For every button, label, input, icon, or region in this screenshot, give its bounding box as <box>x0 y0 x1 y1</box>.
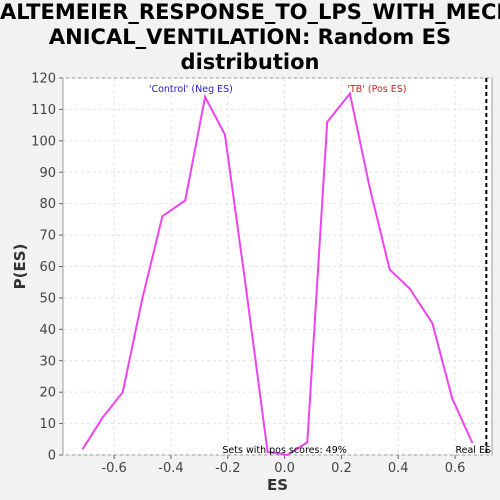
data-point <box>223 133 226 136</box>
real-es-label: Real ES <box>455 445 491 456</box>
data-point <box>266 450 269 453</box>
annotation-tb: 'TB' (Pos ES) <box>347 84 406 95</box>
x-tick-label: -0.4 <box>158 461 183 476</box>
data-point <box>306 441 309 444</box>
y-tick-label: 100 <box>31 134 56 149</box>
y-tick-label: 40 <box>39 323 56 338</box>
data-point <box>431 322 434 325</box>
plot-area <box>62 77 493 456</box>
y-tick-label: 90 <box>39 166 56 181</box>
data-point <box>451 397 454 400</box>
data-point <box>471 441 474 444</box>
x-tick-label: 0.4 <box>388 461 409 476</box>
data-point <box>408 287 411 290</box>
data-point <box>161 215 164 218</box>
y-tick-label: 30 <box>39 354 56 369</box>
data-point <box>204 95 207 98</box>
chart-title: ALTEMEIER_RESPONSE_TO_LPS_WITH_MECH ANIC… <box>0 0 500 74</box>
data-point <box>243 278 246 281</box>
y-axis-title: P(ES) <box>11 244 29 290</box>
data-point <box>388 268 391 271</box>
y-tick-label: 80 <box>39 197 56 212</box>
data-point <box>184 199 187 202</box>
grid <box>63 77 492 456</box>
y-tick-label: 70 <box>39 229 56 244</box>
series-line <box>82 91 474 457</box>
data-point <box>368 186 371 189</box>
x-tick-label: -0.6 <box>101 461 126 476</box>
y-tick-label: 0 <box>48 449 56 464</box>
annotation-control: 'Control' (Neg ES) <box>149 84 233 95</box>
y-axis: 0 10 20 30 40 50 60 70 80 90 100 110 120 <box>31 72 63 464</box>
data-point <box>81 447 84 450</box>
series-points <box>81 92 474 456</box>
y-tick-label: 120 <box>31 72 56 87</box>
x-axis: -0.6 -0.4 -0.2 0.0 0.2 0.4 0.6 <box>101 455 465 476</box>
x-tick-label: 0.2 <box>331 461 352 476</box>
data-point <box>286 454 289 456</box>
data-point <box>348 92 351 95</box>
y-tick-label: 10 <box>39 417 56 432</box>
data-point <box>101 416 104 419</box>
y-tick-label: 50 <box>39 291 56 306</box>
y-tick-label: 60 <box>39 260 56 275</box>
y-tick-label: 20 <box>39 386 56 401</box>
x-axis-title: ES <box>267 476 288 494</box>
data-point <box>121 391 124 394</box>
data-point <box>141 296 144 299</box>
y-tick-label: 110 <box>31 103 56 118</box>
data-point <box>326 120 329 123</box>
x-tick-label: -0.2 <box>215 461 240 476</box>
x-tick-label: 0.0 <box>274 461 295 476</box>
x-tick-label: 0.6 <box>445 461 466 476</box>
annotation-pos-scores: Sets with pos scores: 49% <box>222 445 346 456</box>
